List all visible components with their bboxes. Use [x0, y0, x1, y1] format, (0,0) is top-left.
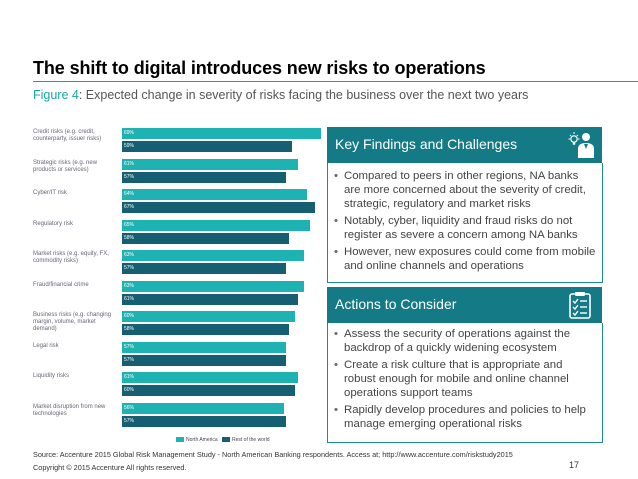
category-label: Market risks (e.g. equity, FX, commodity… — [33, 251, 109, 264]
category-label: Market disruption from new technologies — [33, 403, 106, 417]
title-divider — [33, 81, 638, 82]
legend-label-rest-of-world: Rest of the world — [232, 437, 270, 443]
bar-north-america: 57% — [122, 341, 287, 353]
category-label: Cyber/IT risk — [33, 190, 67, 196]
key-findings-header: Key Findings and Challenges — [327, 127, 602, 163]
finding-bullet: However, new exposures could come from m… — [328, 245, 596, 273]
bar-north-america: 69% — [122, 128, 322, 139]
bar-value-label: 63% — [124, 252, 135, 258]
bar-value-label: 60% — [124, 313, 135, 319]
bar-value-label: 63% — [124, 282, 135, 289]
bar-north-america: 63% — [122, 250, 304, 261]
bar-rest-of-world: 57% — [122, 354, 287, 366]
bar-value-label: 65% — [124, 221, 135, 228]
bar-value-label: 61% — [124, 295, 135, 302]
bar-value-label: 69% — [124, 130, 135, 136]
bar-value-label: 67% — [124, 204, 135, 210]
risk-severity-bar-chart: Credit risks (e.g. credit, counterparty,… — [25, 124, 325, 444]
page-number: 17 — [569, 460, 580, 470]
bar-value-label: 60% — [124, 387, 135, 393]
bar-rest-of-world: 61% — [122, 293, 299, 305]
bar-rest-of-world: 58% — [122, 232, 290, 244]
bar-north-america: 61% — [122, 372, 299, 383]
bar-value-label: 57% — [124, 417, 135, 424]
bar-value-label: 58% — [124, 326, 135, 332]
bar-rest-of-world: 57% — [122, 171, 287, 183]
category-label: Legal risk — [33, 342, 59, 349]
finding-bullet: Compared to peers in other regions, NA b… — [328, 169, 596, 211]
actions-panel: Assess the security of operations agains… — [327, 323, 603, 443]
legend-swatch-rest-of-world — [222, 437, 230, 443]
category-label: Liquidity risks — [33, 373, 70, 379]
bar-rest-of-world: 57% — [122, 263, 287, 274]
action-bullet: Create a risk culture that is appropriat… — [328, 358, 596, 400]
category-label: Strategic risks (e.g. new products or se… — [33, 159, 98, 173]
figure-label: Figure 4 — [33, 88, 79, 102]
bar-north-america: 63% — [122, 280, 304, 292]
source-note: Source: Accenture 2015 Global Risk Manag… — [33, 450, 513, 459]
bar-north-america: 56% — [122, 402, 284, 414]
category-label: Business risks (e.g. changing margin, vo… — [33, 312, 112, 332]
actions-header: Actions to Consider — [327, 287, 602, 323]
bar-north-america: 60% — [122, 311, 296, 322]
bar-north-america: 65% — [122, 219, 310, 231]
copyright: Copyright © 2015 Accenture All rights re… — [33, 463, 187, 472]
bar-value-label: 58% — [124, 234, 135, 241]
figure-caption-text: : Expected change in severity of risks f… — [78, 88, 529, 102]
bar-value-label: 57% — [124, 173, 135, 180]
bar-value-label: 59% — [124, 143, 135, 149]
bar-value-label: 64% — [124, 191, 135, 197]
bar-rest-of-world: 57% — [122, 415, 287, 427]
legend-label-north-america: North America — [186, 437, 218, 443]
figure-caption: Figure 4: Expected change in severity of… — [33, 88, 528, 102]
bar-value-label: 56% — [124, 404, 135, 411]
category-label: Credit risks (e.g. credit, counterparty,… — [33, 129, 102, 142]
bar-north-america: 64% — [122, 189, 307, 200]
bar-value-label: 57% — [124, 356, 135, 363]
bar-rest-of-world: 58% — [122, 324, 290, 335]
category-label: Regulatory risk — [33, 220, 74, 227]
page-title: The shift to digital introduces new risk… — [33, 58, 486, 78]
bar-value-label: 57% — [124, 343, 135, 350]
legend-swatch-north-america — [176, 437, 184, 443]
action-bullet: Rapidly develop procedures and policies … — [328, 403, 596, 431]
bar-value-label: 57% — [124, 265, 135, 271]
legend-item-north-america: North America — [176, 437, 218, 444]
finding-bullet: Notably, cyber, liquidity and fraud risk… — [328, 214, 596, 242]
bar-rest-of-world: 67% — [122, 202, 316, 213]
checklist-clipboard-icon — [567, 291, 593, 324]
actions-heading: Actions to Consider — [335, 296, 457, 312]
category-label: Fraud/financial crime — [33, 281, 89, 288]
key-findings-panel: Compared to peers in other regions, NA b… — [327, 163, 603, 283]
bar-rest-of-world: 59% — [122, 141, 293, 152]
legend-item-rest-of-world: Rest of the world — [222, 437, 270, 444]
bar-north-america: 61% — [122, 158, 299, 170]
bar-rest-of-world: 60% — [122, 385, 296, 396]
lightbulb-person-icon — [567, 130, 597, 165]
action-bullet: Assess the security of operations agains… — [328, 327, 596, 355]
bar-value-label: 61% — [124, 374, 135, 380]
key-findings-heading: Key Findings and Challenges — [335, 136, 518, 152]
bar-value-label: 61% — [124, 160, 135, 167]
